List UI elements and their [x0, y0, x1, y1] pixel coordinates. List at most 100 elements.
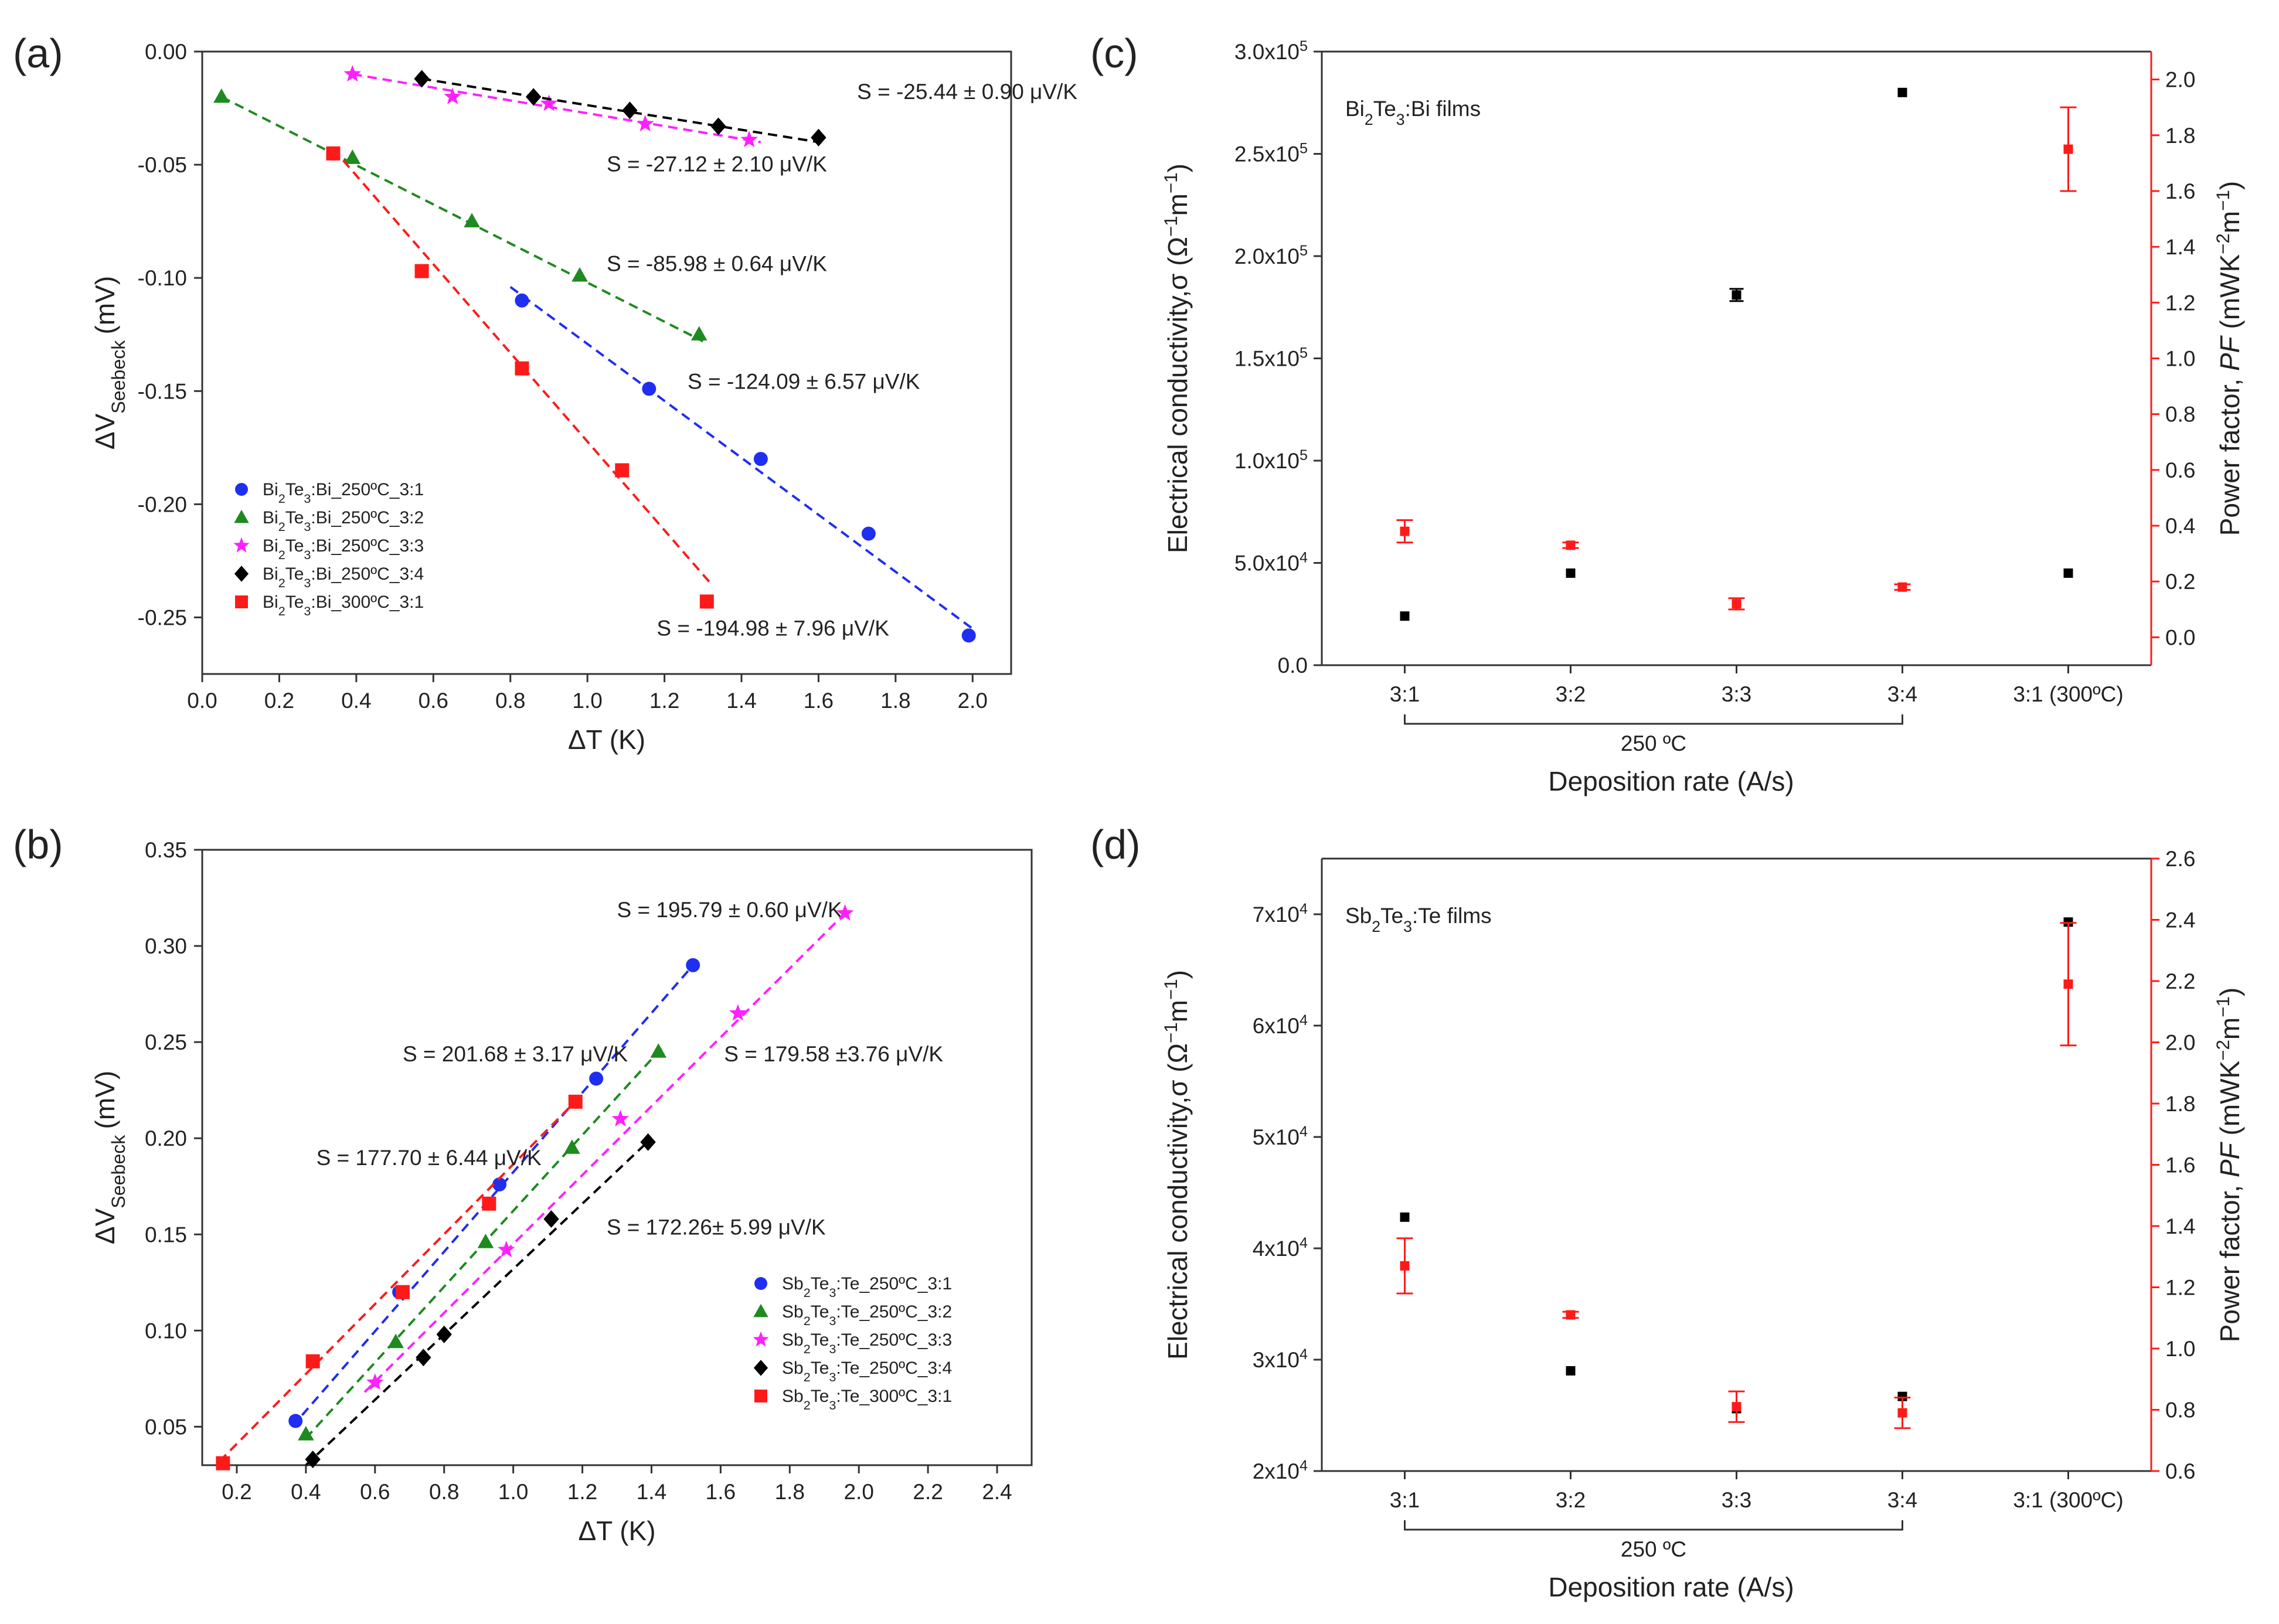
legend-label-part: 2	[804, 1370, 811, 1384]
inset-label-part: Sb	[1345, 904, 1372, 928]
y-right-tick-label: 1.0	[2165, 347, 2195, 371]
legend-label: Bi2Te3:Bi_250ºC_3:4	[263, 564, 424, 590]
group-bracket	[1404, 714, 1903, 725]
x-axis-title: Deposition rate (A/s)	[1548, 1572, 1794, 1602]
y-left-title-part: −1	[1161, 1022, 1181, 1043]
inset-label-part: Te	[1373, 97, 1396, 121]
conductivity-point	[1732, 290, 1741, 300]
slope-annotation: S = -85.98 ± 0.64 μV/K	[607, 252, 827, 276]
conductivity-point	[1566, 1366, 1576, 1376]
data-point	[589, 1071, 604, 1086]
y-axis-title-unit: (mV)	[90, 1071, 120, 1129]
y-left-title-part: Electrical conductivity,σ (Ω	[1162, 237, 1193, 553]
legend-marker	[753, 1303, 768, 1317]
y-left-tick-label: 7x104	[1253, 901, 1308, 927]
data-point	[492, 1177, 507, 1191]
tick-exponent: 5	[1300, 447, 1308, 464]
legend-label: Bi2Te3:Bi_250ºC_3:2	[263, 508, 424, 534]
y-left-tick-label: 0.0	[1278, 653, 1308, 677]
y-left-tick-label: 4x104	[1253, 1235, 1308, 1261]
y-left-title-part: m	[1162, 1000, 1193, 1022]
data-point	[568, 1094, 583, 1109]
data-point	[525, 88, 542, 106]
series-2: S = 179.58 ±3.76 μV/K	[363, 904, 943, 1393]
legend-label-part: :Bi_250ºC_3:3	[311, 536, 424, 556]
y-right-axis-title: Power factor, PF (mWK−2m−1)	[2213, 988, 2246, 1343]
fit-line	[509, 286, 974, 630]
x-tick-label: 0.8	[429, 1480, 459, 1504]
legend-label-part: 2	[804, 1313, 811, 1328]
conductivity-point	[1400, 611, 1410, 621]
y-right-title-part: Power factor,	[2215, 371, 2245, 536]
tick-exponent: 5	[1300, 345, 1308, 362]
legend-label-part: Bi	[263, 508, 278, 527]
y-left-title-part: )	[1162, 970, 1193, 979]
legend-label-part: :Te_250ºC_3:4	[836, 1359, 952, 1378]
y-axis-title-main: ΔV	[90, 413, 120, 450]
data-point	[482, 1196, 496, 1211]
series-0: S = -124.09 ± 6.57 μV/K	[509, 286, 976, 643]
data-point	[710, 117, 726, 135]
tick-mantissa: 5.0x10	[1234, 551, 1300, 576]
y-right-title-part: PF	[2215, 1141, 2245, 1177]
y-left-tick-label: 5.0x104	[1234, 550, 1308, 576]
legend-label: Sb2Te3:Te_250ºC_3:4	[782, 1359, 952, 1384]
tick-mantissa: 0.0	[1278, 653, 1308, 677]
x-tick-label: 1.2	[649, 689, 679, 713]
y-left-tick-label: 1.5x105	[1234, 345, 1308, 371]
y-right-title-part: (mWK	[2215, 254, 2245, 336]
tick-exponent: 4	[1300, 901, 1308, 917]
data-point	[326, 146, 341, 161]
y-left-tick-label: 2x104	[1253, 1458, 1308, 1483]
y-right-tick-label: 2.2	[2165, 969, 2195, 993]
legend-label-part: :Bi_250ºC_3:4	[311, 564, 424, 584]
series-4: S = -194.98 ± 7.96 μV/K	[326, 146, 889, 640]
legend-label-part: 3	[829, 1342, 836, 1356]
y-right-tick-label: 1.2	[2165, 1276, 2195, 1300]
plot-frame	[201, 50, 1012, 675]
data-point	[213, 88, 230, 103]
y-tick-label: -0.10	[138, 266, 187, 290]
inset-label-part: 3	[1403, 918, 1412, 935]
data-point	[395, 1285, 410, 1299]
legend-label-part: 2	[278, 519, 285, 534]
data-point	[690, 326, 707, 341]
inset-label-part: 3	[1396, 111, 1405, 128]
data-point	[753, 452, 768, 467]
legend-label-part: Te	[285, 593, 304, 612]
y-left-tick-label: 5x104	[1253, 1123, 1308, 1149]
tick-mantissa: 7x10	[1253, 903, 1300, 927]
data-point	[543, 1210, 559, 1228]
y-tick-label: 0.30	[145, 934, 187, 958]
slope-annotation: S = -124.09 ± 6.57 μV/K	[688, 369, 920, 393]
x-tick-label: 1.6	[804, 689, 834, 713]
legend-label-part: :Te_250ºC_3:1	[836, 1274, 952, 1293]
y-right-tick-label: 0.8	[2165, 403, 2195, 427]
x-tick-label: 1.8	[775, 1480, 805, 1504]
legend-label-part: Bi	[263, 564, 278, 584]
power-factor-point	[1400, 526, 1410, 536]
legend-label-part: Bi	[263, 593, 278, 612]
power-factor-point	[1732, 599, 1741, 609]
y-axis-title-sub: Seebeck	[108, 1135, 129, 1208]
tick-mantissa: 4x10	[1253, 1237, 1300, 1261]
series-3: S = -25.44 ± 0.90 μV/K	[414, 70, 1077, 147]
legend-marker	[754, 1277, 767, 1290]
x-tick-label: 1.4	[637, 1480, 666, 1504]
data-point	[622, 101, 638, 120]
legend-marker	[234, 509, 249, 523]
x-tick-label: 3:2	[1556, 682, 1586, 706]
data-point	[961, 628, 976, 643]
conductivity-point	[1400, 1212, 1410, 1222]
power-factor-point	[1732, 1402, 1741, 1412]
y-right-tick-label: 0.4	[2165, 514, 2195, 538]
legend-label-part: Te	[285, 480, 304, 499]
legend-label-part: Te	[811, 1302, 829, 1322]
y-right-tick-label: 0.8	[2165, 1398, 2195, 1422]
data-point	[387, 1333, 404, 1349]
data-point	[288, 1414, 303, 1428]
legend-label-part: Sb	[782, 1387, 804, 1406]
inset-label-part: Bi	[1345, 97, 1365, 121]
plot-frame	[201, 849, 1033, 1466]
